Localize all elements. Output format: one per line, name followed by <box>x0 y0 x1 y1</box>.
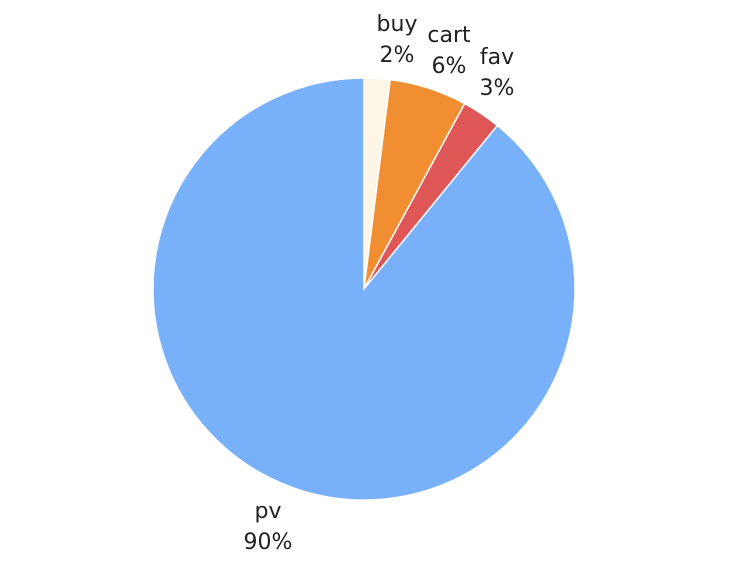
slice-percent-cart: 6% <box>432 54 467 79</box>
slice-label-buy: buy <box>377 12 418 37</box>
slice-label-cart: cart <box>427 23 471 48</box>
pie-labels: buy 2% cart 6% fav 3% pv 90% <box>244 12 515 555</box>
pie-slices <box>152 77 576 501</box>
slice-percent-fav: 3% <box>480 76 515 101</box>
slice-label-fav: fav <box>480 45 514 70</box>
slice-percent-pv: 90% <box>244 530 293 555</box>
slice-label-pv: pv <box>255 499 282 524</box>
pie-slice-pv <box>152 77 576 501</box>
slice-percent-buy: 2% <box>380 43 415 68</box>
